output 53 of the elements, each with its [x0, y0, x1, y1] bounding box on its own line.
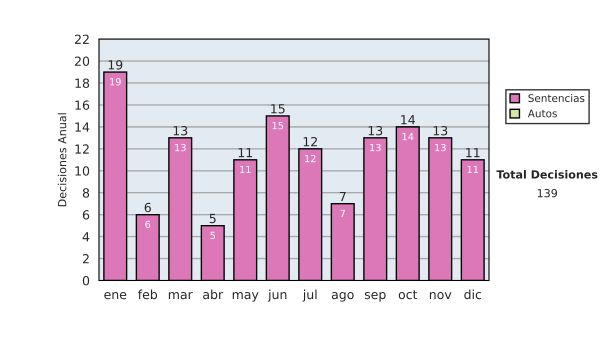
total-label: 7	[340, 192, 346, 202]
data-label: 14	[402, 133, 414, 140]
total-label: 19	[108, 60, 122, 70]
y-axis-title: Decisiones Anual	[58, 113, 66, 206]
x-tick-label: nov	[430, 292, 452, 300]
x-tick-label: oct	[398, 290, 418, 300]
total-label: 11	[238, 148, 252, 158]
data-label: 11	[468, 166, 478, 174]
y-tick-label: 20	[74, 56, 90, 66]
total-label: 6	[144, 202, 151, 212]
data-label: 19	[110, 78, 121, 86]
y-tick-label: 18	[75, 78, 90, 88]
data-label: 15	[272, 122, 284, 130]
total-label: 13	[434, 126, 448, 136]
total-label: 12	[304, 136, 317, 146]
x-tick-label: mar	[168, 292, 193, 300]
x-tick-label: ene	[104, 292, 126, 300]
text: Total Decisiones	[496, 170, 598, 179]
y-tick-label: 10	[75, 166, 90, 176]
total-label: 15	[271, 104, 285, 114]
data-label: 7	[340, 210, 346, 217]
x-tick-label: may	[232, 292, 258, 302]
data-label: 13	[370, 144, 381, 152]
total-label: 13	[368, 126, 382, 136]
y-tick-label: 12	[75, 144, 89, 154]
y-tick-label: 6	[82, 210, 90, 220]
data-label: 5	[210, 232, 215, 240]
y-tick-label: 16	[75, 100, 90, 110]
text: 139	[538, 188, 558, 198]
x-tick-label: dic	[464, 290, 482, 300]
data-label: 11	[240, 166, 251, 174]
data-label: 13	[175, 144, 186, 152]
legend-label: Autos	[528, 110, 557, 118]
data-label: 12	[305, 154, 316, 162]
data-label: 6	[145, 220, 150, 228]
y-tick-label: 4	[82, 232, 90, 242]
y-tick-label: 14	[75, 122, 90, 132]
legend-label: Sentencias	[528, 94, 584, 102]
total-label: 14	[401, 115, 415, 124]
x-tick-label: sep	[364, 292, 386, 302]
x-tick-label: ago	[332, 292, 354, 302]
total-label: 5	[210, 214, 216, 224]
y-tick-label: 22	[74, 34, 89, 44]
x-tick-label: jun	[268, 290, 286, 302]
x-tick-label: abr	[203, 290, 224, 300]
total-label: 13	[174, 126, 188, 136]
y-tick-label: 8	[82, 188, 90, 198]
total-label: 11	[466, 148, 480, 158]
y-tick-label: 2	[82, 254, 89, 264]
y-tick-label: 0	[82, 276, 90, 286]
x-tick-label: jul	[302, 290, 317, 302]
x-tick-label: feb	[138, 290, 158, 300]
data-label: 13	[435, 144, 446, 152]
